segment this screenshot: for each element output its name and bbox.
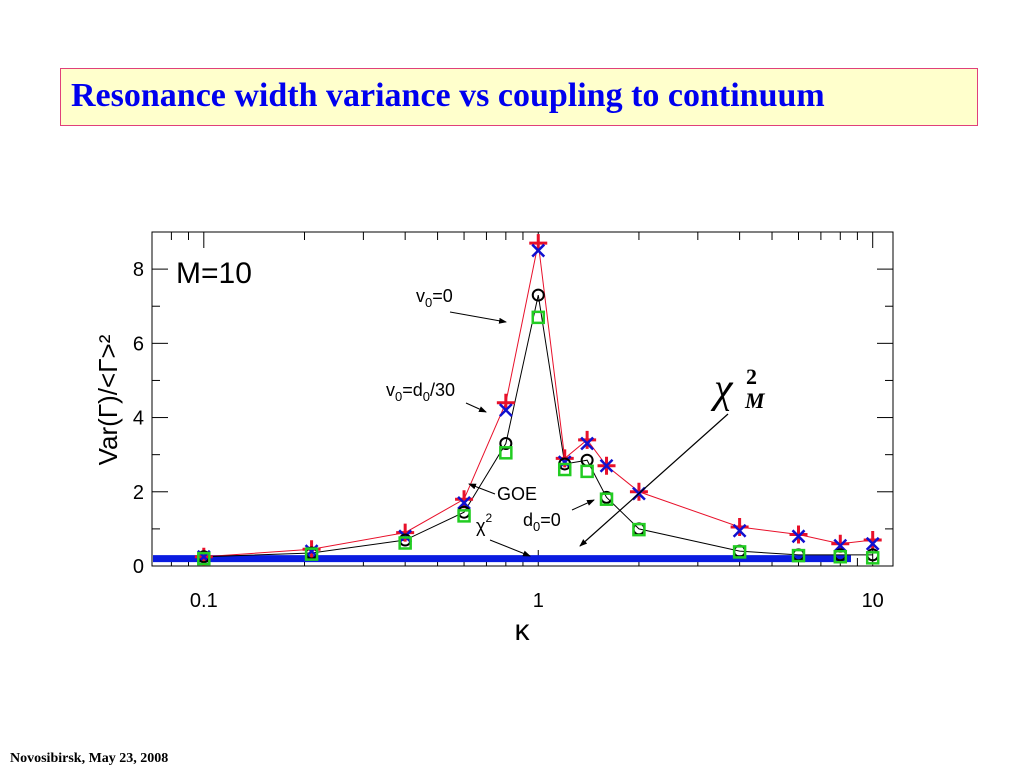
- series-1-point: [629, 482, 648, 501]
- series-2-point: [599, 458, 614, 473]
- series-1-point: [730, 518, 749, 537]
- series-2-point: [865, 536, 880, 551]
- annotation-chi2: χ2: [476, 511, 492, 536]
- series-4-point: [398, 536, 412, 550]
- arrow-chi2m: [579, 413, 729, 547]
- series-4-point: [791, 548, 806, 563]
- y-tick-label: 0: [133, 556, 144, 578]
- y-tick-label: 2: [133, 482, 144, 504]
- y-tick-label: 8: [133, 259, 144, 281]
- series-4-point: [865, 551, 880, 565]
- series-2-point: [732, 523, 747, 538]
- arrow-goe: [468, 483, 496, 495]
- series-1-point: [863, 531, 882, 550]
- series-3-point: [531, 288, 545, 302]
- x-tick-label: 0.1: [190, 590, 218, 612]
- annotation-v0-zero: v0=0: [416, 286, 453, 310]
- series-4-point: [580, 464, 594, 479]
- arrow-d0-zero: [571, 499, 595, 511]
- series-4-point: [732, 545, 747, 559]
- series-4-point: [599, 492, 614, 506]
- panel-label-m10: M=10: [176, 257, 252, 290]
- annotation-v0-d0: v0=d0/30: [386, 380, 455, 404]
- series-4-point: [197, 551, 211, 566]
- arrow-chi2: [489, 539, 531, 557]
- arrow-v0-d0: [465, 402, 487, 413]
- series-2-point: [791, 529, 806, 544]
- y-axis-label: Var(Γ)/<Γ>²: [93, 334, 123, 465]
- series-2-point: [531, 243, 546, 258]
- series-4-point: [632, 522, 646, 537]
- series-4-point: [499, 446, 513, 460]
- series-4-point: [833, 549, 848, 564]
- annotation-d0-zero: d0=0: [523, 510, 561, 534]
- series-2-point: [498, 403, 513, 418]
- series-2-point: [833, 538, 848, 553]
- series-2-point: [580, 436, 595, 451]
- series-1-point: [578, 430, 597, 449]
- series-2-point: [457, 496, 471, 510]
- x-axis-label: κ: [515, 614, 531, 647]
- series-4-point: [557, 462, 572, 477]
- series-3-line: [203, 294, 873, 558]
- series-1-line: [203, 243, 873, 558]
- x-tick-label: 1: [533, 590, 544, 612]
- arrow-v0-zero: [449, 311, 507, 324]
- series-3-point: [499, 437, 513, 451]
- annotation-goe: GOE: [497, 484, 537, 504]
- footer-text: Novosibirsk, May 23, 2008: [10, 751, 169, 766]
- y-tick-label: 6: [133, 333, 144, 355]
- series-1-point: [455, 490, 474, 509]
- y-tick-label: 4: [133, 408, 144, 430]
- x-tick-label: 10: [862, 590, 884, 612]
- slide-title: Resonance width variance vs coupling to …: [71, 77, 825, 114]
- series-4-point: [457, 509, 471, 523]
- series-1-point: [789, 525, 808, 544]
- series-4-point: [304, 547, 319, 561]
- title-box: Resonance width variance vs coupling to …: [60, 68, 978, 126]
- series-4-point: [531, 310, 546, 325]
